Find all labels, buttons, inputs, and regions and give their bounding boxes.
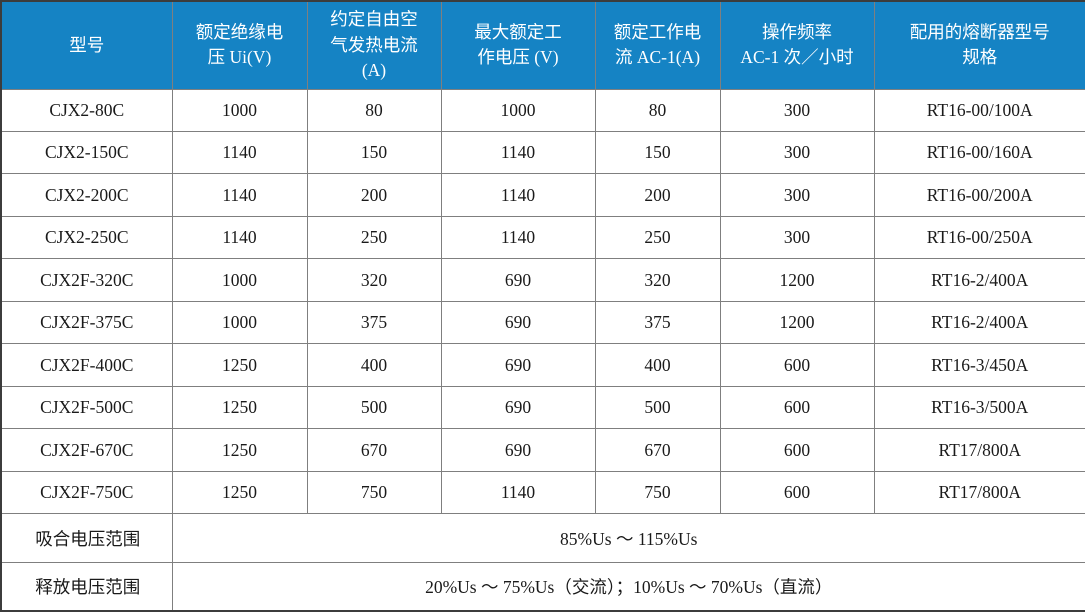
value-cell: 1140 xyxy=(440,470,596,515)
value-cell: 1000 xyxy=(171,258,308,302)
value-cell: RT16-3/450A xyxy=(873,343,1085,387)
table-body: CJX2-80C 1000 80 1000 80 300 RT16-00/100A CJX2-… xyxy=(0,88,1085,515)
header-row: 型号 额定绝缘电 压 Ui(V) 约定自由空 气发热电流 (A) 最大额定工 作电压 … xyxy=(0,0,1085,90)
table-row: CJX2F-400C 1250 400 690 400 600 RT16-3/450A xyxy=(0,343,1085,387)
value-cell: 600 xyxy=(719,343,875,387)
model-cell: CJX2-250C xyxy=(0,215,173,260)
value-cell: 600 xyxy=(719,428,875,472)
value-cell: 150 xyxy=(306,130,442,175)
value-cell: 600 xyxy=(719,385,875,430)
value-cell: 690 xyxy=(440,385,596,430)
value-cell: RT16-2/400A xyxy=(873,300,1085,345)
value-cell: 1000 xyxy=(171,300,308,345)
value-cell: RT16-00/100A xyxy=(873,88,1085,132)
value-cell: 80 xyxy=(306,88,442,132)
value-cell: 750 xyxy=(594,470,721,515)
value-cell: 750 xyxy=(306,470,442,515)
column-header-3: 最大额定工 作电压 (V) xyxy=(440,0,596,90)
model-cell: CJX2-150C xyxy=(0,130,173,175)
value-cell: 690 xyxy=(440,300,596,345)
table-row: CJX2F-500C 1250 500 690 500 600 RT16-3/500A xyxy=(0,385,1085,430)
value-cell: 80 xyxy=(594,88,721,132)
value-cell: 690 xyxy=(440,343,596,387)
value-cell: 1000 xyxy=(171,88,308,132)
model-cell: CJX2F-750C xyxy=(0,470,173,515)
model-cell: CJX2F-375C xyxy=(0,300,173,345)
value-cell: 500 xyxy=(594,385,721,430)
value-cell: RT16-00/160A xyxy=(873,130,1085,175)
value-cell: 1140 xyxy=(171,215,308,260)
model-cell: CJX2F-500C xyxy=(0,385,173,430)
table-row: CJX2-150C 1140 150 1140 150 300 RT16-00/160A xyxy=(0,130,1085,175)
value-cell: 500 xyxy=(306,385,442,430)
table-row: CJX2F-750C 1250 750 1140 750 600 RT17/800A xyxy=(0,470,1085,515)
value-cell: 300 xyxy=(719,215,875,260)
value-cell: 1140 xyxy=(440,215,596,260)
value-cell: 200 xyxy=(594,173,721,217)
value-cell: 1140 xyxy=(440,173,596,217)
column-header-1: 额定绝缘电 压 Ui(V) xyxy=(171,0,308,90)
value-cell: 1140 xyxy=(171,173,308,217)
model-cell: CJX2-200C xyxy=(0,173,173,217)
table-row: CJX2-80C 1000 80 1000 80 300 RT16-00/100A xyxy=(0,88,1085,132)
table-row: CJX2-250C 1140 250 1140 250 300 RT16-00/250A xyxy=(0,215,1085,260)
value-cell: 150 xyxy=(594,130,721,175)
value-cell: 300 xyxy=(719,130,875,175)
table-header: 型号 额定绝缘电 压 Ui(V) 约定自由空 气发热电流 (A) 最大额定工 作电压 … xyxy=(0,0,1085,90)
column-header-4: 额定工作电 流 AC-1(A) xyxy=(594,0,721,90)
table-row: CJX2-200C 1140 200 1140 200 300 RT16-00/200A xyxy=(0,173,1085,217)
value-cell: 1140 xyxy=(171,130,308,175)
footer-row-value: 20%Us ～ 75%Us（交流）；10%Us ～ 70%Us（直流） xyxy=(171,561,1085,612)
column-header-5: 操作频率 AC-1 次／小时 xyxy=(719,0,875,90)
footer-row-label: 释放电压范围 xyxy=(0,561,173,612)
value-cell: 1200 xyxy=(719,258,875,302)
footer-row: 释放电压范围 20%Us ～ 75%Us（交流）；10%Us ～ 70%Us（直流… xyxy=(0,561,1085,612)
value-cell: 1250 xyxy=(171,385,308,430)
value-cell: 300 xyxy=(719,173,875,217)
value-cell: 690 xyxy=(440,428,596,472)
model-cell: CJX2F-670C xyxy=(0,428,173,472)
value-cell: 690 xyxy=(440,258,596,302)
footer-row-label: 吸合电压范围 xyxy=(0,513,173,563)
value-cell: 320 xyxy=(594,258,721,302)
model-cell: CJX2F-320C xyxy=(0,258,173,302)
value-cell: 1250 xyxy=(171,428,308,472)
table-row: CJX2F-375C 1000 375 690 375 1200 RT16-2/400A xyxy=(0,300,1085,345)
value-cell: 600 xyxy=(719,470,875,515)
footer-row: 吸合电压范围 85%Us ～ 115%Us xyxy=(0,513,1085,563)
footer-row-value: 85%Us ～ 115%Us xyxy=(171,513,1085,563)
table-row: CJX2F-320C 1000 320 690 320 1200 RT16-2/400A xyxy=(0,258,1085,302)
column-header-0: 型号 xyxy=(0,0,173,90)
value-cell: 1250 xyxy=(171,470,308,515)
value-cell: 1000 xyxy=(440,88,596,132)
value-cell: RT16-2/400A xyxy=(873,258,1085,302)
value-cell: RT17/800A xyxy=(873,470,1085,515)
value-cell: 300 xyxy=(719,88,875,132)
table-row: CJX2F-670C 1250 670 690 670 600 RT17/800A xyxy=(0,428,1085,472)
value-cell: 250 xyxy=(306,215,442,260)
value-cell: 400 xyxy=(306,343,442,387)
value-cell: 1140 xyxy=(440,130,596,175)
table-footer: 吸合电压范围 85%Us ～ 115%Us 释放电压范围 20%Us ～ 75%Us（… xyxy=(0,513,1085,612)
model-cell: CJX2-80C xyxy=(0,88,173,132)
value-cell: 400 xyxy=(594,343,721,387)
value-cell: 375 xyxy=(306,300,442,345)
value-cell: 200 xyxy=(306,173,442,217)
column-header-2: 约定自由空 气发热电流 (A) xyxy=(306,0,442,90)
value-cell: RT16-00/200A xyxy=(873,173,1085,217)
value-cell: 375 xyxy=(594,300,721,345)
value-cell: RT16-00/250A xyxy=(873,215,1085,260)
value-cell: 670 xyxy=(594,428,721,472)
value-cell: 1250 xyxy=(171,343,308,387)
column-header-6: 配用的熔断器型号 规格 xyxy=(873,0,1085,90)
value-cell: RT16-3/500A xyxy=(873,385,1085,430)
value-cell: 1200 xyxy=(719,300,875,345)
value-cell: 320 xyxy=(306,258,442,302)
value-cell: 250 xyxy=(594,215,721,260)
value-cell: 670 xyxy=(306,428,442,472)
value-cell: RT17/800A xyxy=(873,428,1085,472)
model-cell: CJX2F-400C xyxy=(0,343,173,387)
